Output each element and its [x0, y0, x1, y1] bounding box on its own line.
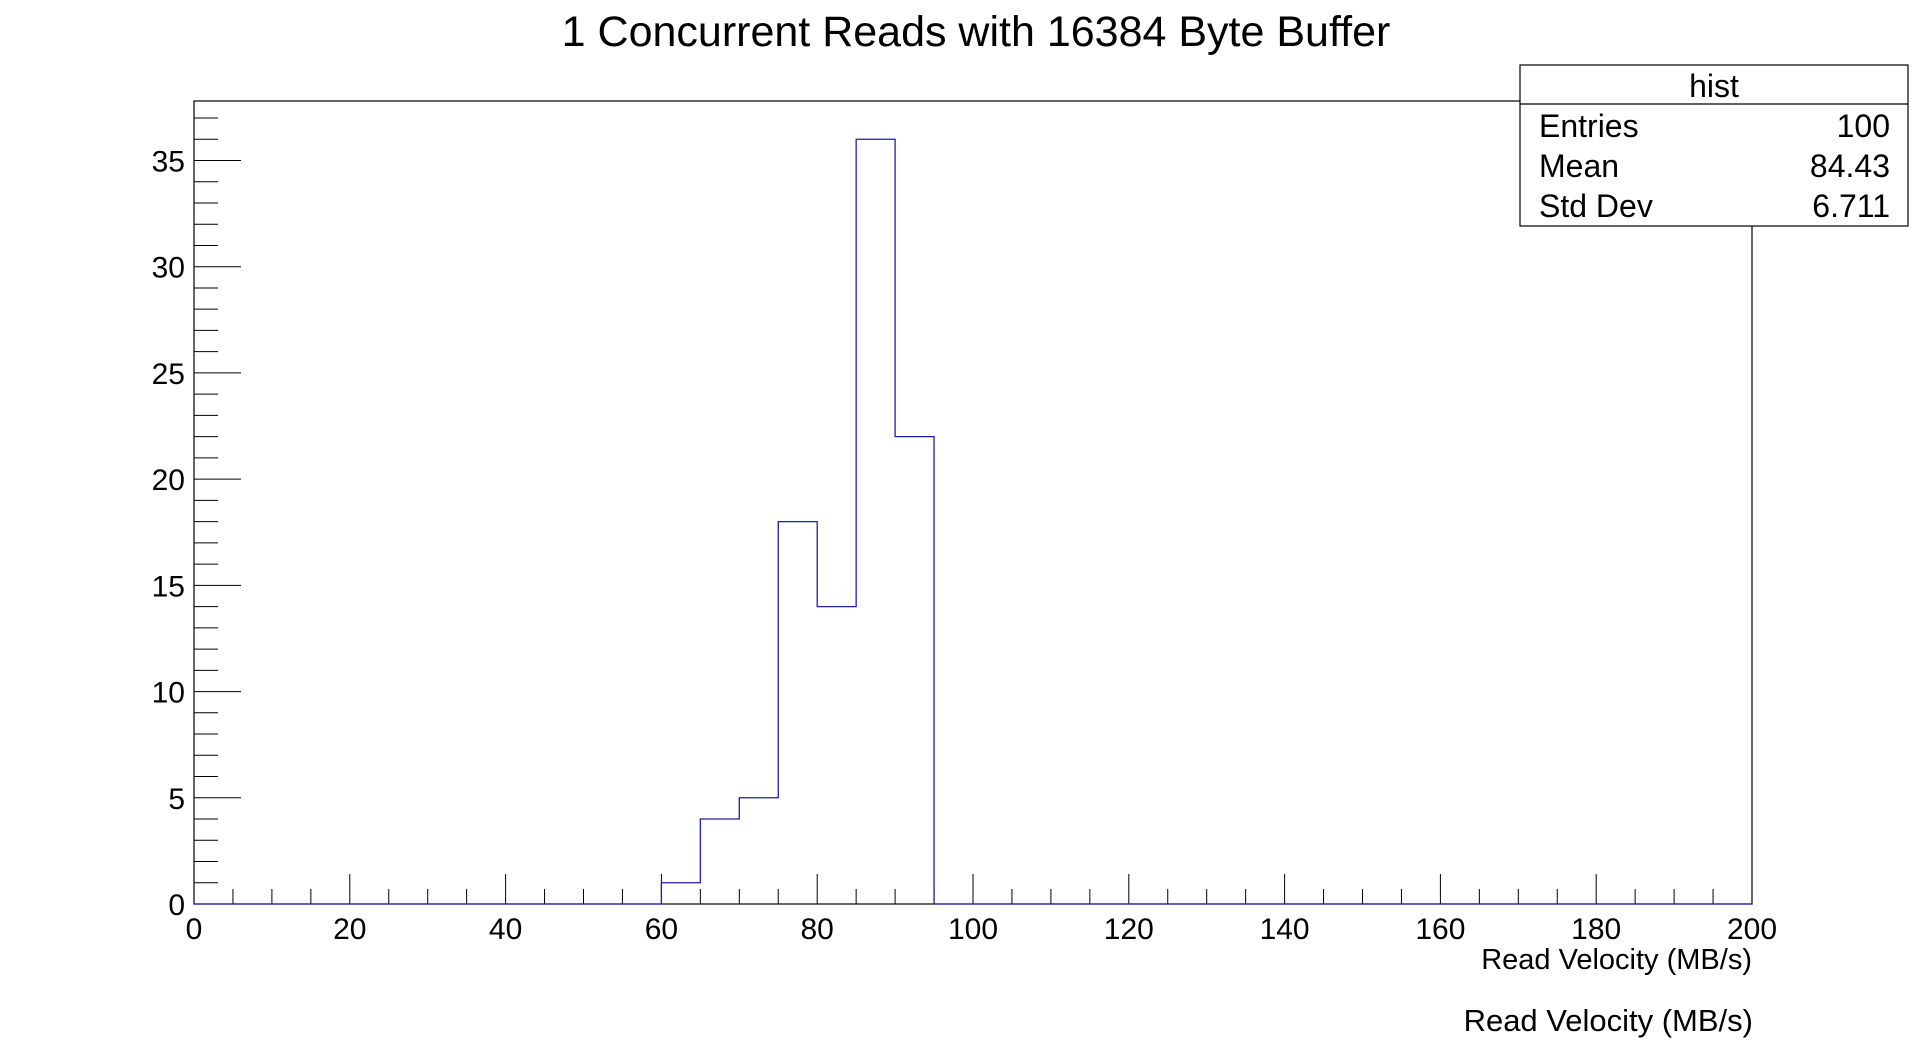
- x-tick-label: 80: [801, 913, 834, 946]
- stats-box-title: hist: [1689, 68, 1739, 104]
- x-axis-ticks: 0 20 40 60 80 100 120 140 160 180 200: [186, 874, 1777, 946]
- y-tick-label: 35: [152, 145, 185, 178]
- x-tick-label: 160: [1415, 913, 1465, 946]
- x-tick-label: 0: [186, 913, 203, 946]
- chart-title: 1 Concurrent Reads with 16384 Byte Buffe…: [562, 8, 1391, 56]
- footer-axis-label: Read Velocity (MB/s): [1464, 1003, 1753, 1038]
- stats-box-frame: [1519, 64, 1909, 227]
- x-tick-label: 140: [1260, 913, 1310, 946]
- x-tick-label: 40: [489, 913, 522, 946]
- x-tick-label: 200: [1727, 913, 1777, 946]
- stats-stddev-value: 6.711: [1812, 188, 1890, 224]
- x-tick-label: 180: [1571, 913, 1621, 946]
- histogram-bin: [661, 883, 700, 904]
- stats-entries-value: 100: [1837, 108, 1890, 144]
- y-tick-label: 0: [168, 889, 185, 922]
- x-tick-label: 120: [1104, 913, 1154, 946]
- stats-entries-label: Entries: [1539, 108, 1639, 144]
- x-tick-label: 20: [333, 913, 366, 946]
- stats-mean-value: 84.43: [1810, 148, 1890, 184]
- y-axis-ticks: 0 5 10 15 20 25 30 35: [152, 117, 241, 922]
- histogram-bin: [700, 819, 739, 904]
- stats-mean-label: Mean: [1539, 148, 1619, 184]
- y-tick-label: 10: [152, 677, 185, 710]
- y-tick-label: 30: [152, 252, 185, 285]
- histogram-bin: [817, 607, 856, 904]
- y-tick-label: 25: [152, 358, 185, 391]
- histogram-bin: [856, 139, 895, 904]
- histogram-outline: [194, 138, 1752, 905]
- plot-frame: [193, 100, 1753, 905]
- y-tick-label: 5: [168, 783, 185, 816]
- y-tick-label: 20: [152, 464, 185, 497]
- y-tick-label: 15: [152, 570, 185, 603]
- x-axis-label: Read Velocity (MB/s): [1481, 944, 1752, 976]
- stats-stddev-label: Std Dev: [1539, 188, 1653, 224]
- x-tick-label: 60: [645, 913, 678, 946]
- stats-box: hist Entries 100 Mean 84.43 Std Dev 6.71…: [1519, 64, 1909, 227]
- x-tick-label: 100: [948, 913, 998, 946]
- histogram-bin: [778, 522, 817, 904]
- histogram-bin: [895, 437, 934, 904]
- histogram-bins: [194, 138, 1752, 905]
- histogram-bin: [739, 798, 778, 904]
